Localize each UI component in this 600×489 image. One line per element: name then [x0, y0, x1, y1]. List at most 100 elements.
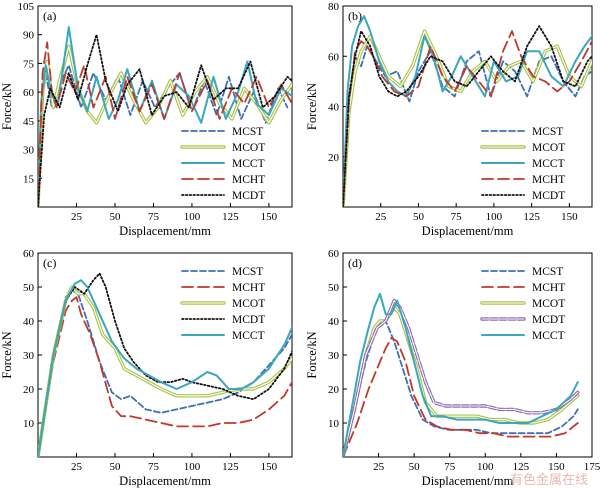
y-tick-label: 15 — [23, 173, 35, 185]
y-tick-label: 20 — [328, 152, 340, 164]
y-tick-label: 30 — [23, 145, 35, 157]
series-group — [343, 15, 592, 207]
legend-label-mcot: MCOT — [232, 298, 265, 310]
panel-label: (d) — [348, 256, 362, 270]
series-line-mcht — [343, 30, 592, 207]
y-tick-label: 30 — [23, 350, 35, 362]
y-tick-label: 50 — [328, 282, 340, 294]
x-tick-label: 125 — [523, 211, 540, 223]
series-line-mcot — [38, 286, 292, 457]
series-line-mcht — [38, 296, 292, 457]
legend-label-mcot: MCOT — [532, 142, 565, 154]
panel-label: (a) — [43, 9, 56, 23]
x-tick-label: 150 — [548, 461, 565, 473]
x-tick-label: 50 — [409, 461, 421, 473]
panel-label: (b) — [348, 9, 362, 23]
x-tick-label: 25 — [71, 461, 83, 473]
legend-label-mcot: MCOT — [532, 298, 565, 310]
chart-panel-1: (a) 25 50 75 100 125 150 15 30 45 60 75 90 105 Displac… — [0, 1, 293, 238]
watermark-text: 有色金属在线 — [510, 472, 588, 488]
legend-label-mcct: MCCT — [532, 330, 565, 342]
x-tick-label: 100 — [184, 461, 201, 473]
legend-label-mcct: MCCT — [232, 158, 265, 170]
series-line-mcdt — [38, 272, 292, 457]
legend-label-mcdt: MCDT — [532, 190, 565, 202]
x-tick-label: 150 — [261, 461, 278, 473]
chart-panel-2: (b) 25 50 75 100 125 150 20 40 60 80 Displacement/m… — [305, 1, 593, 238]
series-line-mcht — [38, 41, 292, 207]
legend-label-mcht: MCHT — [232, 174, 265, 186]
series-line-mcct — [343, 15, 592, 207]
y-axis-label: Force/kN — [305, 83, 319, 130]
x-tick-label: 50 — [413, 211, 425, 223]
legend-label-mcst: MCST — [532, 266, 563, 278]
x-tick-label: 25 — [375, 211, 387, 223]
y-axis-label: Force/kN — [0, 83, 14, 130]
x-tick-label: 100 — [184, 211, 201, 223]
x-tick-label: 75 — [148, 211, 160, 223]
series-group — [38, 272, 292, 457]
y-tick-label: 50 — [23, 282, 35, 294]
legend-label-mcct: MCCT — [232, 330, 265, 342]
legend-label-mcht: MCHT — [232, 282, 265, 294]
y-tick-label: 20 — [23, 384, 35, 396]
legend-label-mcst: MCST — [232, 126, 263, 138]
legend-label-mcot: MCOT — [232, 142, 265, 154]
y-tick-label: 60 — [23, 87, 35, 99]
chart-panel-4: (d) 25 50 75 100 125 150 175 10 20 30 40 50 60 Displac… — [305, 248, 600, 488]
legend-label-mcdt: MCDT — [232, 190, 265, 202]
legend: MCST MCOT MCCT MCHT MCDT — [180, 126, 265, 202]
legend: MCST MCHT MCOT MCDT MCCT — [480, 266, 565, 342]
x-axis-label: Displacement/mm — [422, 224, 514, 238]
y-tick-label: 80 — [328, 1, 340, 13]
x-tick-label: 50 — [109, 211, 121, 223]
y-tick-label: 60 — [328, 248, 340, 260]
series-line-mcst — [343, 320, 579, 457]
y-tick-label: 90 — [23, 30, 35, 42]
legend-label-mcdt: MCDT — [232, 314, 265, 326]
y-tick-label: 60 — [328, 51, 340, 63]
y-tick-label: 10 — [23, 418, 35, 430]
legend-label-mcht: MCHT — [532, 282, 565, 294]
y-axis-label: Force/kN — [0, 331, 14, 378]
x-tick-label: 125 — [222, 461, 239, 473]
panel-label: (c) — [43, 256, 56, 270]
y-axis-label: Force/kN — [305, 331, 319, 378]
y-tick-label: 40 — [328, 316, 340, 328]
y-tick-label: 45 — [23, 116, 35, 128]
series-group — [38, 26, 292, 207]
x-tick-label: 125 — [222, 211, 239, 223]
series-group — [343, 292, 580, 457]
series-line-mcot — [38, 45, 292, 207]
series-line-mcht — [343, 337, 579, 457]
legend: MCST MCOT MCCT MCHT MCDT — [480, 126, 565, 202]
x-tick-label: 125 — [513, 461, 530, 473]
x-axis-label: Displacement/mm — [119, 224, 211, 238]
chart-panel-3: (c) 25 50 75 100 125 150 10 20 30 40 50 60 Displaceme… — [0, 248, 293, 488]
legend-label-mcht: MCHT — [532, 174, 565, 186]
y-tick-label: 60 — [23, 248, 35, 260]
x-tick-label: 100 — [477, 461, 494, 473]
x-tick-label: 150 — [561, 211, 578, 223]
y-tick-label: 40 — [23, 316, 35, 328]
legend: MCST MCHT MCOT MCDT MCCT — [180, 266, 265, 342]
series-line-mcdt — [343, 25, 592, 207]
series-line-mcot — [343, 30, 592, 207]
series-line-mcct — [38, 279, 292, 457]
legend-label-mcst: MCST — [532, 126, 563, 138]
x-tick-label: 25 — [373, 461, 385, 473]
plot-frame — [37, 5, 293, 208]
x-tick-label: 175 — [584, 461, 600, 473]
legend-label-mcst: MCST — [232, 266, 263, 278]
series-line-mcdt — [38, 33, 292, 207]
x-tick-label: 75 — [148, 461, 160, 473]
y-tick-label: 75 — [23, 58, 35, 70]
x-tick-label: 75 — [451, 211, 463, 223]
series-line-mcot — [38, 285, 292, 457]
y-tick-label: 40 — [328, 102, 340, 114]
x-tick-label: 50 — [109, 461, 121, 473]
y-tick-label: 10 — [328, 418, 340, 430]
y-tick-label: 20 — [328, 384, 340, 396]
x-axis-label: Displacement/mm — [422, 474, 514, 488]
